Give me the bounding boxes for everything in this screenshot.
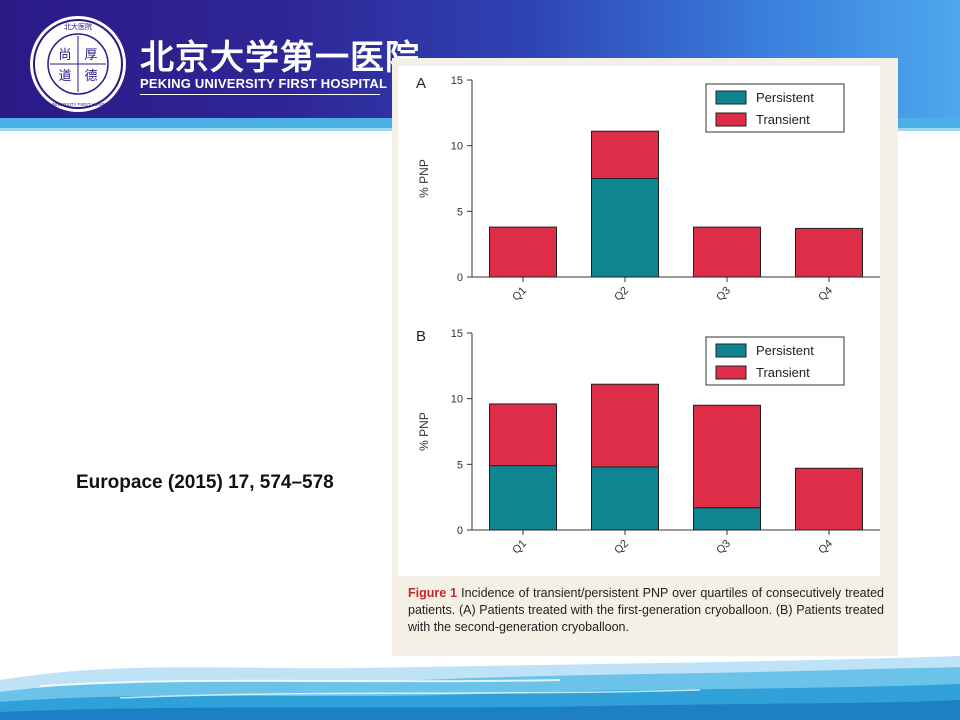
x-tick-label: Q3 bbox=[714, 538, 733, 557]
decorative-wave-footer bbox=[0, 656, 960, 720]
chart-panel-a: A 0 5 10 15 % PNP Q1 Q2 Q3 Q4 Persistent Transient bbox=[416, 75, 880, 304]
seal-motto-2: 厚 bbox=[84, 48, 97, 63]
y-tick-label: 0 bbox=[457, 525, 463, 537]
bar-persistent-q3 bbox=[693, 507, 761, 531]
bar-persistent-q1 bbox=[489, 465, 557, 531]
legend-swatch-persistent bbox=[715, 90, 747, 105]
y-axis-label: % PNP bbox=[417, 412, 431, 451]
seal-motto-4: 德 bbox=[84, 69, 97, 84]
legend-swatch-persistent bbox=[715, 343, 747, 358]
legend-label-transient: Transient bbox=[756, 365, 810, 380]
y-tick-label: 15 bbox=[451, 328, 463, 340]
hospital-name-english: PEKING UNIVERSITY FIRST HOSPITAL bbox=[140, 76, 388, 91]
bar-transient-q4 bbox=[795, 467, 863, 531]
bar-persistent-q2 bbox=[591, 466, 659, 531]
seal-motto-1: 尚 bbox=[58, 48, 71, 63]
legend-swatch-transient bbox=[715, 365, 747, 380]
x-tick-label: Q4 bbox=[816, 538, 835, 557]
chart-panel-b: B 0 5 10 15 % PNP Q1 Q2 Q3 Q4 Persistent Transient bbox=[416, 328, 880, 557]
panel-label: A bbox=[416, 75, 426, 92]
y-axis-label: % PNP bbox=[417, 159, 431, 198]
y-tick-label: 0 bbox=[457, 272, 463, 284]
hospital-seal-logo: 尚 厚 道 德 北大医院 PEKING UNIVERSITY FIRST HOS… bbox=[30, 16, 126, 112]
x-tick-label: Q1 bbox=[510, 285, 529, 304]
x-tick-label: Q4 bbox=[816, 285, 835, 304]
bar-transient-q2 bbox=[591, 383, 659, 468]
legend-label-transient: Transient bbox=[756, 112, 810, 127]
figure-label: Figure 1 bbox=[408, 586, 458, 600]
x-tick-label: Q3 bbox=[714, 285, 733, 304]
bar-transient-q3 bbox=[693, 226, 761, 278]
y-tick-label: 10 bbox=[451, 141, 463, 153]
panel-label: B bbox=[416, 328, 426, 345]
y-tick-label: 15 bbox=[451, 75, 463, 87]
bar-transient-q1 bbox=[489, 226, 557, 278]
header-divider bbox=[140, 94, 380, 95]
y-tick-label: 10 bbox=[451, 394, 463, 406]
x-tick-label: Q2 bbox=[612, 285, 631, 304]
bar-transient-q1 bbox=[489, 403, 557, 467]
y-tick-label: 5 bbox=[457, 206, 463, 218]
seal-motto-3: 道 bbox=[58, 69, 71, 84]
seal-top-text: 北大医院 bbox=[64, 22, 92, 31]
bar-transient-q2 bbox=[591, 130, 659, 179]
legend-label-persistent: Persistent bbox=[756, 90, 814, 105]
citation-text: Europace (2015) 17, 574–578 bbox=[76, 472, 334, 493]
bar-transient-q3 bbox=[693, 404, 761, 509]
figure-caption-text: Incidence of transient/persistent PNP ov… bbox=[408, 586, 884, 634]
x-tick-label: Q1 bbox=[510, 538, 529, 557]
hospital-name-chinese: 北京大学第一医院 bbox=[140, 38, 420, 78]
x-tick-label: Q2 bbox=[612, 538, 631, 557]
y-tick-label: 5 bbox=[457, 459, 463, 471]
figure-caption: Figure 1 Incidence of transient/persiste… bbox=[408, 585, 884, 636]
legend-label-persistent: Persistent bbox=[756, 343, 814, 358]
seal-ring-text: PEKING UNIVERSITY FIRST HOSPITAL 1915 bbox=[31, 102, 125, 107]
bar-transient-q4 bbox=[795, 227, 863, 278]
legend-swatch-transient bbox=[715, 112, 747, 127]
bar-persistent-q2 bbox=[591, 178, 659, 278]
